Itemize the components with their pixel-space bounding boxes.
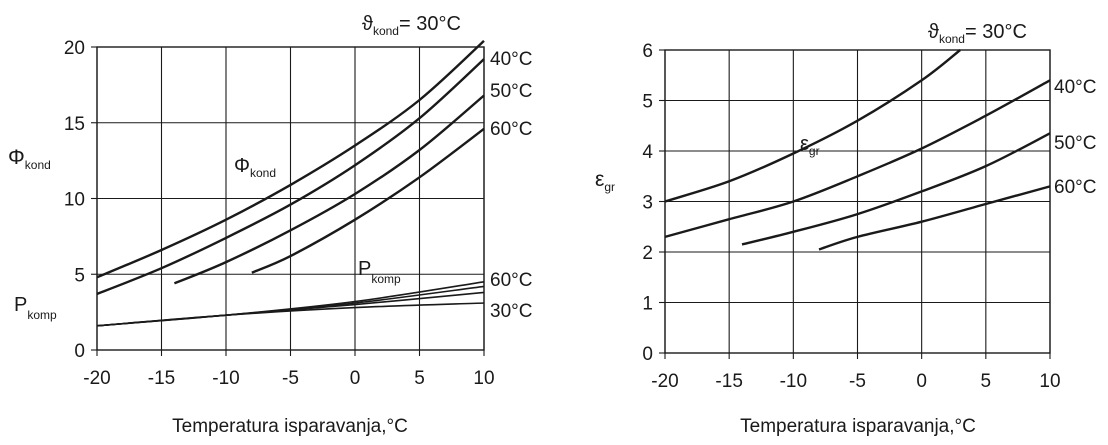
left-top-label: ϑkond= 30°C (362, 13, 461, 38)
right-y-tick-label: 5 (642, 92, 653, 113)
right-x-tick-label: -15 (715, 371, 742, 392)
right-series-line-4 (818, 185, 1051, 251)
right-x-tick-label: 5 (981, 371, 992, 392)
right-y-tick-label: 4 (642, 142, 653, 163)
right-x-axis-label: Temperatura isparavanja,°C (740, 416, 976, 437)
left-x-tick-label: -10 (212, 368, 239, 389)
left-series-line-4 (251, 127, 485, 274)
left-x-tick-label: 5 (414, 368, 425, 389)
left-y-tick-label: 0 (74, 341, 85, 362)
left-series-label-40: 40°C (490, 49, 532, 70)
left-x-tick-label: 10 (473, 368, 494, 389)
right-series-label-60: 60°C (1054, 177, 1096, 198)
right-y-tick-label: 1 (642, 294, 653, 315)
left-x-tick-label: 0 (350, 368, 361, 389)
right-x-ticks: -20 -15 -10 -5 0 5 10 (651, 353, 1061, 392)
right-y-axis-label: εgr (595, 168, 615, 194)
right-x-tick-label: -20 (651, 371, 678, 392)
right-x-tick-label: 0 (916, 371, 927, 392)
right-top-label: ϑkond= 30°C (928, 21, 1027, 46)
left-y-tick-label: 5 (74, 265, 85, 286)
left-y-tick-label: 10 (64, 190, 85, 211)
left-series-line-1 (96, 40, 485, 279)
left-pkomp-label-30: 30°C (490, 301, 532, 322)
right-series-line-3 (741, 132, 1051, 246)
right-x-tick-label: 10 (1039, 371, 1060, 392)
right-y-tick-label: 3 (642, 193, 653, 214)
left-series-line-2 (96, 58, 485, 296)
right-y-tick-label: 6 (642, 41, 653, 62)
left-x-axis-label: Temperatura isparavanja,°C (172, 416, 408, 437)
right-series-label-40: 40°C (1054, 77, 1096, 98)
left-y-ticks: 0 5 10 15 20 (64, 38, 97, 362)
chart-left: -20 -15 -10 -5 0 5 10 0 5 10 15 20 Φkond ϑkond= 30… (8, 13, 532, 437)
left-y-tick-label: 20 (64, 38, 85, 59)
left-series-line-3 (173, 94, 485, 285)
left-x-tick-label: -5 (282, 368, 299, 389)
left-x-ticks: -20 -15 -10 -5 0 5 10 (83, 350, 495, 389)
left-phi-annotation: Φkond (234, 155, 276, 180)
left-pkomp-annotation: Pkomp (358, 258, 401, 286)
right-series-line-1 (664, 49, 961, 203)
right-eps-annotation: εgr (800, 133, 820, 158)
left-x-tick-label: -20 (83, 368, 110, 389)
left-series-label-60: 60°C (490, 119, 532, 140)
left-series-label-50: 50°C (490, 81, 532, 102)
right-x-tick-label: -10 (780, 371, 807, 392)
left-pkomp-axis-label: Pkomp (14, 294, 57, 322)
right-curves (664, 49, 1051, 251)
left-y-tick-label: 15 (64, 114, 85, 135)
right-x-tick-label: -5 (849, 371, 866, 392)
right-y-tick-label: 0 (642, 344, 653, 365)
right-y-ticks: 0 1 2 3 4 5 6 (642, 41, 665, 365)
right-series-line-2 (664, 79, 1051, 239)
right-y-tick-label: 2 (642, 243, 653, 264)
left-pkomp-label-60: 60°C (490, 270, 532, 291)
left-x-tick-label: -15 (148, 368, 175, 389)
left-y-axis-label: Φkond (8, 146, 51, 172)
left-curves (96, 40, 485, 327)
left-series-line-8 (96, 302, 485, 327)
right-series-label-50: 50°C (1054, 133, 1096, 154)
